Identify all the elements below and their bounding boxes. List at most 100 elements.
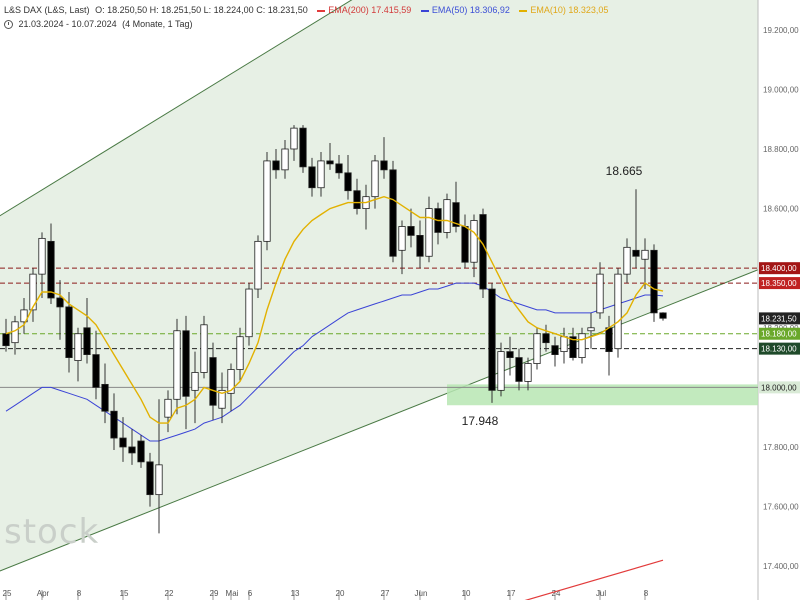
ema10-line bbox=[5, 195, 664, 424]
price-tag-label: 18.000,00 bbox=[761, 383, 797, 392]
ema200-swatch-icon bbox=[317, 9, 326, 12]
x-tick-label: 29 bbox=[210, 589, 219, 598]
candle-body bbox=[353, 190, 361, 209]
candle-body bbox=[47, 240, 55, 299]
candle-body bbox=[137, 440, 145, 463]
price-tag-label: 18.180,00 bbox=[761, 330, 797, 339]
candle-body bbox=[560, 336, 568, 353]
candle-body bbox=[443, 199, 451, 233]
candle-body bbox=[605, 327, 613, 353]
x-tick-label: 17 bbox=[507, 589, 516, 598]
candle-body bbox=[335, 163, 343, 174]
candle-body bbox=[101, 383, 109, 412]
x-tick-label: Jul bbox=[596, 589, 606, 598]
candle-body bbox=[83, 327, 91, 355]
price-tag-label: 18.400,00 bbox=[761, 264, 797, 273]
clock-icon bbox=[4, 20, 13, 30]
support-zone bbox=[447, 384, 758, 406]
x-tick-label: 15 bbox=[120, 589, 129, 598]
candle-body bbox=[200, 324, 208, 373]
price-tag-label: 18.350,00 bbox=[761, 279, 797, 288]
candle-body bbox=[389, 169, 397, 257]
price-tag bbox=[759, 277, 800, 290]
y-tick-label: 17.800,00 bbox=[763, 443, 799, 452]
candle-body bbox=[110, 410, 118, 439]
ohlc-readout: O: 18.250,50 H: 18.251,50 L: 18.224,00 C… bbox=[95, 5, 308, 15]
period-label: (4 Monate, 1 Tag) bbox=[122, 19, 193, 29]
candle-body bbox=[380, 160, 388, 171]
y-tick-label: 19.200,00 bbox=[763, 26, 799, 35]
instrument-label: L&S DAX (L&S, Last) bbox=[4, 5, 90, 15]
candle-body bbox=[461, 226, 469, 263]
price-tag-label: 18.231,50 bbox=[761, 314, 797, 323]
candle-body bbox=[317, 160, 325, 189]
candle-body bbox=[191, 372, 199, 391]
candle-body bbox=[587, 327, 595, 332]
price-annotation: 18.665 bbox=[606, 164, 643, 178]
candle-body bbox=[164, 398, 172, 418]
y-tick-label: 18.600,00 bbox=[763, 205, 799, 214]
candle-body bbox=[371, 160, 379, 198]
candle-body bbox=[524, 363, 532, 382]
candle-body bbox=[416, 235, 424, 257]
price-tag bbox=[759, 381, 800, 394]
candle-body bbox=[398, 226, 406, 251]
x-tick-label: 20 bbox=[336, 589, 345, 598]
candle-body bbox=[281, 148, 289, 171]
candle-body bbox=[470, 220, 478, 263]
candle-body bbox=[92, 354, 100, 388]
candle-body bbox=[308, 166, 316, 189]
y-tick-label: 19.000,00 bbox=[763, 85, 799, 94]
chart-header: L&S DAX (L&S, Last) O: 18.250,50 H: 18.2… bbox=[4, 4, 611, 16]
candle-body bbox=[614, 273, 622, 350]
x-tick-label: 13 bbox=[291, 589, 300, 598]
price-tag bbox=[759, 342, 800, 355]
x-tick-label: 22 bbox=[165, 589, 174, 598]
candle-body bbox=[290, 127, 298, 150]
price-tag bbox=[759, 262, 800, 275]
candle-body bbox=[515, 357, 523, 382]
watermark-logo: stock bbox=[4, 512, 100, 552]
candle-body bbox=[56, 297, 64, 308]
candle-body bbox=[263, 160, 271, 242]
candle-body bbox=[506, 351, 514, 358]
candle-body bbox=[632, 249, 640, 257]
ema200-line bbox=[524, 559, 664, 600]
candle-body bbox=[254, 240, 262, 290]
ema50-swatch-icon bbox=[420, 9, 429, 12]
x-tick-label: 10 bbox=[462, 589, 471, 598]
candle-body bbox=[182, 330, 190, 397]
candle-body bbox=[38, 237, 46, 275]
ema50-legend: EMA(50) 18.306,92 bbox=[431, 5, 510, 15]
candle-body bbox=[74, 333, 82, 361]
candle-body bbox=[155, 464, 163, 496]
channel-upper-line bbox=[0, 0, 353, 217]
x-tick-label: 6 bbox=[248, 589, 253, 598]
candle-body bbox=[641, 249, 649, 260]
chart-subheader: 21.03.2024 - 10.07.2024 (4 Monate, 1 Tag… bbox=[4, 18, 196, 30]
candle-body bbox=[245, 288, 253, 338]
candle-body bbox=[542, 333, 550, 344]
candle-body bbox=[299, 127, 307, 168]
price-tag-label: 18.130,00 bbox=[761, 345, 797, 354]
candle-body bbox=[236, 336, 244, 370]
candle-body bbox=[569, 336, 577, 358]
ema200-legend: EMA(200) 17.415,59 bbox=[328, 5, 412, 15]
candle-body bbox=[623, 246, 631, 275]
candle-body bbox=[497, 351, 505, 391]
candle-body bbox=[326, 160, 334, 165]
ema10-legend: EMA(10) 18.323,05 bbox=[530, 5, 609, 15]
x-tick-label: Apr bbox=[37, 589, 50, 598]
ema10-swatch-icon bbox=[519, 9, 528, 12]
y-tick-label: 17.600,00 bbox=[763, 503, 799, 512]
price-tag bbox=[759, 327, 800, 340]
candle-body bbox=[407, 226, 415, 236]
candle-body bbox=[218, 389, 226, 409]
candle-body bbox=[272, 160, 280, 171]
candle-body bbox=[578, 333, 586, 358]
candle-body bbox=[596, 273, 604, 314]
x-tick-label: 27 bbox=[381, 589, 390, 598]
candle-body bbox=[173, 330, 181, 400]
